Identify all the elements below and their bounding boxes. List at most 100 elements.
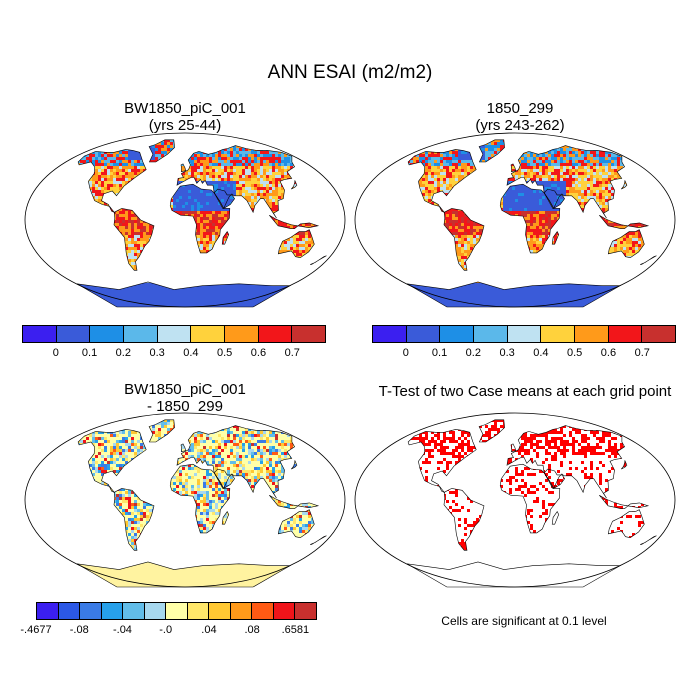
colorbar-tick-label: 0.4 — [533, 347, 548, 359]
coastline-greenland — [478, 419, 505, 443]
coastline-madagascar — [551, 511, 560, 525]
map-ocean — [25, 413, 345, 587]
coastline-north-america — [77, 429, 147, 493]
colorbar-tick-label: -.4677 — [20, 624, 51, 636]
coastline-eurasia — [176, 425, 295, 499]
coastline-north-america — [77, 149, 147, 213]
colorbar-swatch — [440, 326, 475, 342]
coastline-greenland — [148, 419, 175, 443]
colorbar-swatch — [507, 326, 542, 342]
coastline-australia — [607, 509, 645, 539]
map-panel-ttest — [354, 412, 676, 588]
coastline-south-america — [113, 208, 155, 271]
map-border — [24, 132, 346, 308]
colorbar-swatch — [209, 603, 231, 619]
colorbar-tick-label: 0.3 — [499, 347, 514, 359]
coastline-antarctica — [406, 281, 622, 308]
colorbar-tick-label: -.04 — [113, 624, 132, 636]
colorbar-swatch — [252, 603, 274, 619]
coastline-madagascar — [551, 231, 560, 245]
coastline-africa — [499, 183, 561, 254]
colorbar-swatch — [37, 603, 59, 619]
coastline-arabia — [543, 188, 565, 209]
colorbar-swatch — [273, 603, 296, 619]
colorbar-tick-label: .6581 — [282, 624, 310, 636]
colorbar-swatch — [608, 326, 643, 342]
ttest-note: Cells are significant at 0.1 level — [372, 614, 676, 628]
coastline-japan — [621, 180, 628, 190]
coastline-nz — [309, 255, 327, 265]
map-border — [354, 132, 676, 308]
colorbar-swatch — [474, 326, 508, 342]
coastline-nz — [639, 535, 657, 545]
panel2-title: 1850_299 (yrs 243-262) — [350, 100, 690, 134]
coastline-madagascar — [221, 511, 230, 525]
panel1-title-line2: (yrs 25-44) — [20, 117, 350, 134]
colorbar-tick-label: 0 — [403, 347, 409, 359]
colorbar-tick-label: 0.2 — [466, 347, 481, 359]
colorbar-swatch — [23, 326, 57, 342]
colorbar-tick-label: 0 — [53, 347, 59, 359]
colorbar-swatch — [258, 326, 293, 342]
coastline-north-america — [407, 149, 477, 213]
colorbar-tick-label: -.08 — [70, 624, 89, 636]
coastline-uk — [510, 163, 517, 173]
coastline-north-america — [407, 429, 477, 493]
colorbar-swatch — [575, 326, 609, 342]
coastline-uk — [180, 163, 187, 173]
map-panel-case1 — [24, 132, 346, 308]
colorbar-swatch — [373, 326, 407, 342]
coastline-uk — [510, 443, 517, 453]
colorbar-tick-label: 0.3 — [149, 347, 164, 359]
map-border — [24, 412, 346, 588]
colorbar-swatch — [225, 326, 259, 342]
colorbar-tick-label: 0.7 — [285, 347, 300, 359]
coastline-antarctica — [76, 561, 292, 588]
panel3-title-line2: - 1850_299 — [20, 398, 350, 415]
coastline-japan — [291, 460, 298, 470]
coastline-arabia — [213, 468, 235, 489]
coastline-australia — [277, 509, 315, 539]
coastline-indonesia — [269, 494, 320, 509]
colorbar-swatch — [157, 326, 192, 342]
colorbar-swatch — [406, 326, 441, 342]
coastline-indonesia — [269, 214, 320, 229]
coastline-south-america — [443, 208, 485, 271]
colorbar-swatch — [123, 603, 145, 619]
colorbar-tick-label: .08 — [244, 624, 259, 636]
figure-title: ANN ESAI (m2/m2) — [0, 62, 700, 84]
panel1-title: BW1850_piC_001 (yrs 25-44) — [20, 100, 350, 134]
colorbar-swatch — [191, 326, 226, 342]
coastline-indonesia — [599, 494, 650, 509]
colorbar-swatch — [124, 326, 158, 342]
coastline-greenland — [148, 139, 175, 163]
colorbar-swatch — [642, 326, 676, 342]
colorbar-case2 — [372, 325, 676, 343]
coastline-japan — [291, 180, 298, 190]
coastline-antarctica — [406, 561, 622, 588]
coastline-indonesia — [599, 214, 650, 229]
panel3-title: BW1850_piC_001 - 1850_299 — [20, 381, 350, 415]
colorbar-swatch — [230, 603, 253, 619]
colorbar-swatch — [187, 603, 210, 619]
colorbar-swatch — [101, 603, 124, 619]
colorbar-swatch — [295, 603, 316, 619]
colorbar-tick-label: 0.1 — [432, 347, 447, 359]
colorbar-tick-label: 0.6 — [251, 347, 266, 359]
colorbar-swatch — [292, 326, 326, 342]
colorbar-swatch — [80, 603, 102, 619]
colorbar-tick-label: .04 — [201, 624, 216, 636]
colorbar-difference — [36, 602, 317, 620]
map-panel-difference — [24, 412, 346, 588]
coastline-arabia — [543, 468, 565, 489]
coastline-south-america — [443, 488, 485, 551]
coastline-eurasia — [506, 425, 625, 499]
colorbar-swatch — [166, 603, 188, 619]
coastline-arabia — [213, 188, 235, 209]
coastline-eurasia — [506, 145, 625, 219]
coastline-japan — [621, 460, 628, 470]
coastline-nz — [639, 255, 657, 265]
coastline-australia — [607, 229, 645, 259]
colorbar-swatch — [56, 326, 91, 342]
coastline-africa — [169, 183, 231, 254]
